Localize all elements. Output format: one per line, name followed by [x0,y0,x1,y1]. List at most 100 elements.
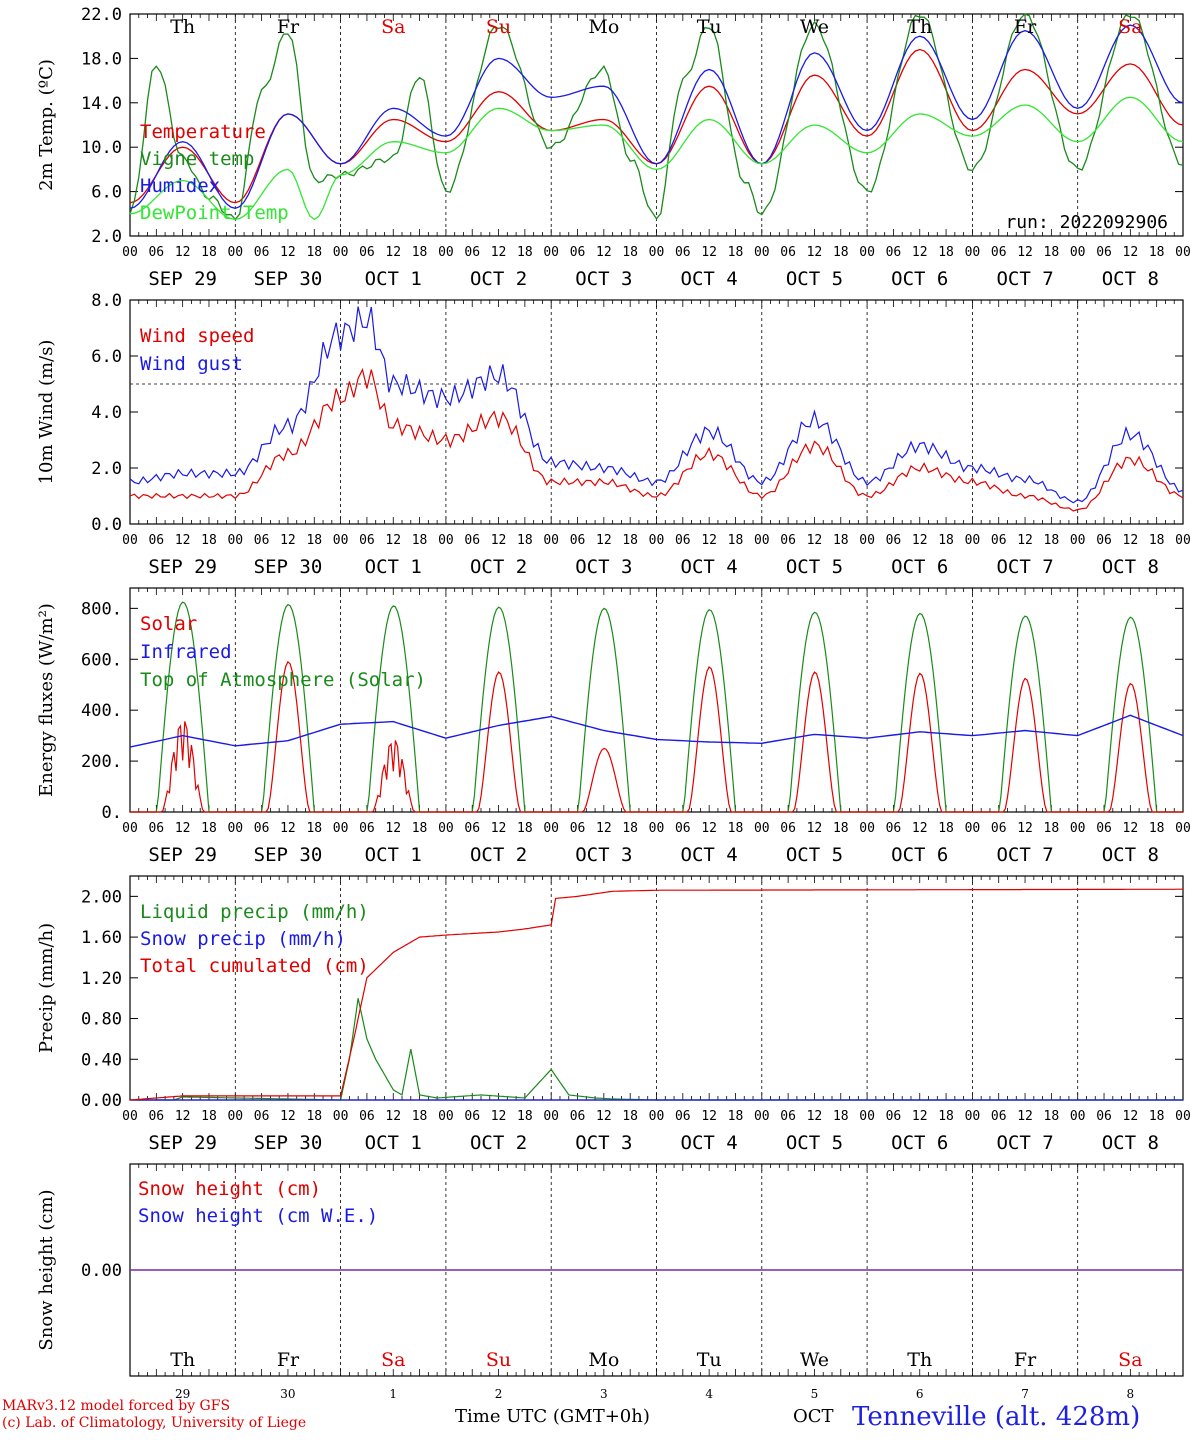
hour-tick-label: 00 [333,1109,349,1124]
y-axis-label: Precip (mm/h) [36,923,57,1053]
hour-tick-label: 06 [780,1109,796,1124]
hour-tick-label: 12 [1123,533,1139,548]
legend-infrared: Infrared [140,641,232,663]
hour-tick-label: 00 [859,245,875,260]
run-label: run: 2022092906 [1005,212,1168,233]
y-tick-label: 0.80 [81,1010,122,1030]
hour-tick-label: 06 [464,245,480,260]
hour-tick-label: 00 [649,821,665,836]
hour-tick-label: 18 [201,821,217,836]
legend-snow-precip-mm-h-: Snow precip (mm/h) [140,928,346,950]
legend-top-of-atmosphere-solar-: Top of Atmosphere (Solar) [140,669,426,691]
y-tick-label: 6.0 [91,347,122,367]
day-number-label: 5 [811,1387,819,1400]
date-label: OCT 5 [786,268,843,290]
weekday-label: Fr [277,16,300,38]
hour-tick-label: 06 [991,245,1007,260]
weekday-label: Su [486,16,511,38]
hour-tick-label: 06 [359,821,375,836]
hour-tick-label: 12 [912,533,928,548]
hour-tick-label: 06 [254,245,270,260]
hour-tick-label: 18 [728,533,744,548]
hour-tick-label: 12 [1123,245,1139,260]
hour-tick-label: 12 [280,245,296,260]
hour-tick-label: 18 [1149,533,1165,548]
y-tick-label: 6.0 [91,183,122,203]
date-label: OCT 1 [365,556,422,578]
date-label: OCT 8 [1102,1132,1159,1154]
hour-tick-label: 18 [1149,245,1165,260]
model-credit: MARv3.12 model forced by GFS [2,1398,231,1414]
hour-tick-label: 12 [385,533,401,548]
hour-tick-label: 06 [1096,245,1112,260]
date-label: OCT 4 [681,268,738,290]
hour-tick-label: 18 [201,1109,217,1124]
hour-tick-label: 06 [1096,1109,1112,1124]
hour-tick-label: 06 [886,1109,902,1124]
hour-tick-label: 06 [675,245,691,260]
hour-tick-label: 06 [148,1109,164,1124]
hour-tick-label: 12 [701,1109,717,1124]
hour-tick-label: 18 [833,245,849,260]
y-tick-label: 22.0 [81,5,122,25]
hour-tick-label: 00 [333,533,349,548]
date-label: SEP 29 [148,556,217,578]
hour-tick-label: 18 [306,1109,322,1124]
date-label: OCT 2 [470,556,527,578]
hour-tick-label: 12 [175,245,191,260]
series-infrared [129,714,1184,748]
y-tick-label: 0.40 [81,1050,122,1070]
series-temperature [129,48,1184,204]
hour-tick-label: 12 [175,1109,191,1124]
hour-tick-label: 12 [1017,1109,1033,1124]
weekday-label: Th [907,16,932,38]
y-tick-label: 0.0 [91,515,122,535]
y-tick-label: 400. [81,701,122,721]
y-tick-label: 1.60 [81,928,122,948]
date-label: OCT 2 [470,1132,527,1154]
hour-tick-label: 18 [938,245,954,260]
weekday-label: Th [907,1349,932,1371]
hour-tick-label: 12 [175,533,191,548]
hour-tick-label: 12 [280,821,296,836]
hour-tick-label: 00 [543,245,559,260]
date-label: SEP 30 [254,1132,323,1154]
hour-tick-label: 06 [570,533,586,548]
hour-tick-label: 00 [227,821,243,836]
series-total-cumulated-cm- [129,888,1183,1101]
legend-dewpoint-temp: DewPoint Temp [140,202,289,224]
date-label: OCT 1 [365,268,422,290]
date-label: OCT 6 [891,1132,948,1154]
hour-tick-label: 06 [1096,821,1112,836]
hour-tick-label: 06 [570,245,586,260]
hour-tick-label: 18 [728,245,744,260]
meteogram-chart: 2.06.010.014.018.022.02m Temp. (ºC)00 06 1… [36,5,1191,1400]
hour-tick-label: 18 [517,533,533,548]
y-tick-label: 0.00 [81,1261,122,1281]
hour-tick-label: 18 [306,533,322,548]
weekday-label: Tu [697,1349,722,1371]
y-tick-label: 18.0 [81,49,122,69]
hour-tick-label: 00 [965,821,981,836]
hour-tick-label: 00 [649,533,665,548]
hour-tick-label: 18 [412,245,428,260]
hour-tick-label: 18 [833,821,849,836]
panel-frame [129,299,1184,525]
series-wind-speed [129,367,1184,512]
hour-tick-label: 00 [649,245,665,260]
hour-tick-label: 12 [280,1109,296,1124]
hour-tick-label: 12 [596,533,612,548]
legend-vigne-temp: Vigne temp [140,148,254,170]
hour-tick-label: 06 [464,1109,480,1124]
hour-tick-label: 12 [701,821,717,836]
hour-tick-label: 00 [859,821,875,836]
hour-tick-label: 12 [175,821,191,836]
y-tick-label: 1.20 [81,969,122,989]
hour-tick-label: 06 [991,533,1007,548]
hour-tick-label: 18 [938,533,954,548]
y-tick-label: 200. [81,752,122,772]
hour-tick-label: 00 [649,1109,665,1124]
hour-tick-label: 12 [807,1109,823,1124]
hour-tick-label: 06 [675,533,691,548]
weekday-label: Mo [588,16,619,38]
